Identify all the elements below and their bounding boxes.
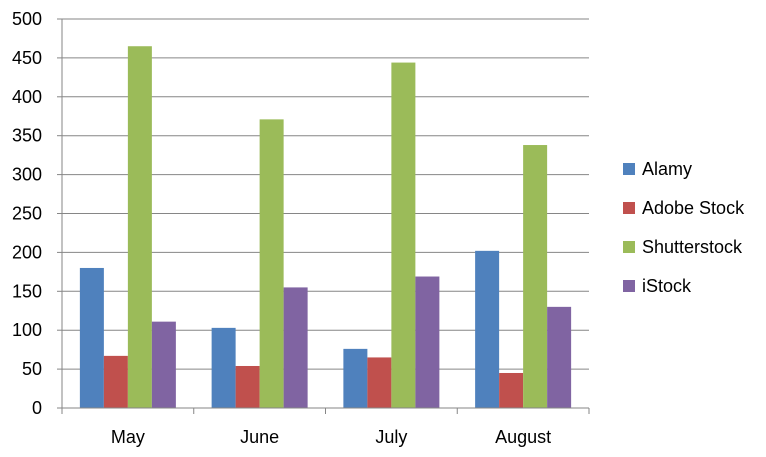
bar-adobe-stock-august — [499, 372, 524, 408]
bar-istock-august — [547, 306, 572, 408]
bar-alamy-june — [211, 327, 236, 408]
bar-adobe-stock-may — [103, 355, 128, 408]
y-tick-label: 250 — [12, 204, 42, 224]
x-tick-label: June — [240, 427, 279, 447]
legend-swatch — [623, 163, 635, 175]
bar-istock-july — [415, 276, 440, 408]
y-tick-label: 200 — [12, 242, 42, 262]
legend-label: iStock — [642, 276, 692, 296]
bar-alamy-august — [475, 250, 500, 408]
bar-alamy-july — [343, 348, 368, 408]
y-tick-label: 350 — [12, 126, 42, 146]
bar-adobe-stock-july — [367, 357, 392, 408]
y-tick-label: 400 — [12, 87, 42, 107]
y-tick-label: 450 — [12, 48, 42, 68]
bar-shutterstock-july — [391, 62, 416, 409]
bar-istock-june — [283, 287, 308, 408]
y-tick-label: 500 — [12, 9, 42, 29]
legend: Alamy Adobe Stock Shutterstock iStock — [623, 159, 745, 296]
legend-label: Adobe Stock — [642, 198, 745, 218]
legend-label: Shutterstock — [642, 237, 743, 257]
y-tick-label: 50 — [22, 359, 42, 379]
bars — [79, 46, 572, 409]
bar-shutterstock-may — [127, 46, 152, 408]
bar-shutterstock-august — [523, 145, 548, 408]
x-tick-label: August — [495, 427, 551, 447]
y-tick-label: 0 — [32, 398, 42, 418]
x-tick-label: July — [375, 427, 407, 447]
x-tick-label: May — [111, 427, 145, 447]
legend-swatch — [623, 202, 635, 214]
y-tick-label: 300 — [12, 165, 42, 185]
legend-label: Alamy — [642, 159, 692, 179]
legend-swatch — [623, 280, 635, 292]
bar-adobe-stock-june — [235, 365, 260, 408]
legend-swatch — [623, 241, 635, 253]
y-tick-label: 150 — [12, 281, 42, 301]
bar-istock-may — [151, 321, 176, 408]
y-axis-ticks: 0 50 100 150 200 250 300 350 400 450 500 — [12, 9, 62, 418]
bar-shutterstock-june — [259, 119, 284, 408]
bar-alamy-may — [79, 267, 104, 408]
x-axis-ticks: May June July August — [61, 408, 590, 447]
y-tick-label: 100 — [12, 320, 42, 340]
